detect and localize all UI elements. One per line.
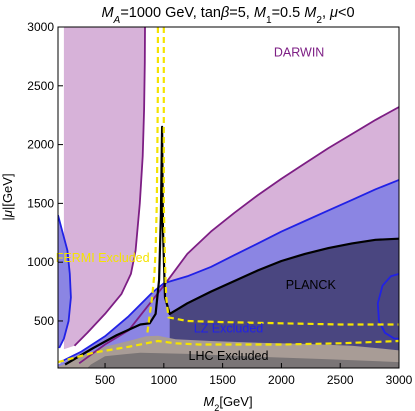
y-tick-label: 1500	[27, 196, 54, 210]
x-tick-label: 3000	[386, 373, 413, 387]
plot-frame	[57, 26, 400, 369]
regions-layer	[58, 27, 399, 368]
annotation-label: LHC Excluded	[189, 349, 269, 363]
annotation-label: FERMI Excluded	[56, 251, 150, 265]
curve-fermi_line-7	[58, 339, 399, 364]
x-axis-label: M2[GeV]	[203, 394, 252, 411]
curve-planck_line-5	[64, 125, 399, 366]
x-axis: 500 1000 1500 2000 2500 3000	[95, 363, 413, 387]
curve-lz_line-4	[376, 273, 399, 340]
curve-lz_line-3	[58, 214, 72, 349]
x-tick-label: 500	[95, 373, 115, 387]
y-axis-label: |μ|[GeV]	[0, 173, 15, 220]
region-planck-0	[169, 238, 399, 368]
x-tick-label: 2000	[268, 373, 295, 387]
region-darwin-1	[63, 27, 145, 350]
curve-darwin_line-0	[78, 106, 399, 365]
curve-darwin_line-1	[73, 27, 146, 347]
annotation-label: DARWIN	[274, 45, 324, 59]
y-tick-label: 3000	[27, 20, 54, 34]
chart-title: MA=1000 GeV, tanβ=5, M1=0.5 M2, μ<0	[101, 5, 354, 26]
x-tick-label: 2500	[327, 373, 354, 387]
y-tick-label: 2500	[27, 79, 54, 93]
curve-fermi_line-8	[146, 27, 159, 333]
region-lz-1	[58, 215, 71, 350]
y-tick-label: 500	[34, 314, 54, 328]
y-axis: 500 1000 1500 2000 2500 3000	[27, 20, 63, 328]
y-tick-label: 2000	[27, 138, 54, 152]
annotation-label: PLANCK	[286, 278, 337, 292]
y-tick-label: 1000	[27, 255, 54, 269]
region-lhc-1	[87, 352, 399, 368]
curves-layer	[58, 27, 399, 366]
annotations-layer: DARWIN FERMI Excluded PLANCK LZ Excluded LHC…	[56, 45, 337, 362]
x-tick-label: 1500	[209, 373, 236, 387]
x-tick-label: 1000	[150, 373, 177, 387]
curve-fermi_line-6	[162, 27, 399, 326]
annotation-label: LZ Excluded	[194, 322, 264, 336]
curve-lz_line-2	[59, 179, 399, 363]
